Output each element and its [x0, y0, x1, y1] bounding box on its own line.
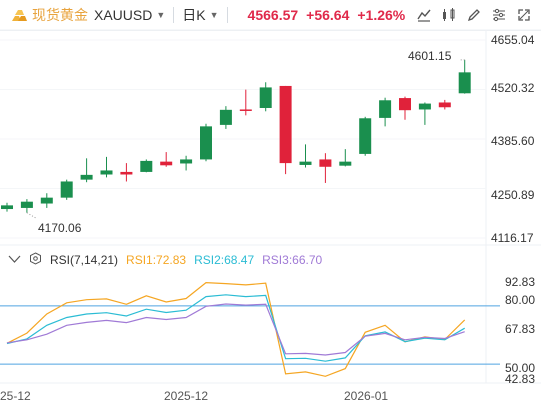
- timeframe-chevron-down-icon[interactable]: ▼: [209, 10, 219, 20]
- indicators-icon[interactable]: [414, 5, 434, 25]
- symbol-code[interactable]: XAUUSD: [94, 7, 153, 23]
- price-tick: 4116.17: [491, 231, 534, 245]
- candle-body: [140, 160, 153, 172]
- candle-body: [1, 205, 13, 210]
- draw-icon[interactable]: [464, 5, 484, 25]
- price-tick: 4385.60: [491, 134, 535, 148]
- high-price-label: 4601.15: [408, 49, 452, 63]
- rsi-line-rsi3: [6, 303, 465, 356]
- candle-body: [200, 126, 212, 160]
- price-tick: 4250.89: [491, 188, 535, 202]
- time-tick: 2025-12: [164, 389, 209, 403]
- candle-body: [40, 197, 53, 204]
- candle-body: [219, 109, 232, 125]
- rsi2-value: RSI2:68.47: [194, 253, 255, 267]
- chevron-down-icon[interactable]: ▼: [156, 10, 166, 20]
- candle-body: [239, 109, 252, 111]
- compare-icon[interactable]: [439, 5, 459, 25]
- settings-icon[interactable]: [489, 5, 509, 25]
- rsi-tick: 42.83: [505, 372, 536, 386]
- candle-body: [160, 161, 173, 166]
- candle-body: [80, 174, 93, 180]
- rsi-tick: 50.00: [505, 361, 536, 375]
- candle-body: [379, 100, 392, 118]
- divider: [226, 7, 228, 23]
- time-tick: 25-12: [0, 389, 31, 403]
- candle-body: [299, 161, 312, 165]
- fullscreen-icon[interactable]: [514, 5, 534, 25]
- candle-body: [339, 161, 352, 166]
- low-price-label: 4170.06: [38, 221, 82, 235]
- candle-body: [279, 85, 292, 164]
- candle-body: [60, 181, 73, 198]
- time-tick: 2026-01: [344, 389, 389, 403]
- candle-body: [458, 72, 471, 94]
- candle-body: [319, 159, 332, 167]
- chart-header: 现货黄金 XAUUSD ▼ 日K ▼ 4566.57 +56.64 +1.26%: [0, 0, 541, 31]
- candle-body: [20, 201, 33, 208]
- last-price: 4566.57: [247, 7, 299, 23]
- price-tick: 4655.04: [491, 33, 535, 47]
- price-tick: 4520.32: [491, 81, 535, 95]
- rsi3-value: RSI3:66.70: [262, 253, 323, 267]
- rsi-title[interactable]: RSI(7,14,21): [50, 253, 119, 267]
- indicator-settings-icon[interactable]: [29, 252, 42, 268]
- candle-body: [180, 159, 193, 164]
- low-marker: [26, 212, 38, 220]
- rsi-tick: 80.00: [505, 293, 536, 307]
- symbol-name[interactable]: 现货黄金: [32, 7, 88, 23]
- rsi-legend: RSI(7,14,21) RSI1:72.83 RSI2:68.47 RSI3:…: [8, 252, 330, 268]
- rsi-line-rsi2: [6, 294, 466, 362]
- price-change-percent: +1.26%: [357, 7, 406, 23]
- candle-body: [120, 171, 133, 175]
- candle-body: [418, 103, 431, 110]
- timeframe-selector[interactable]: 日K: [182, 7, 206, 23]
- rsi-tick: 67.83: [505, 322, 536, 336]
- rsi1-value: RSI1:72.83: [126, 253, 187, 267]
- divider: [173, 7, 175, 23]
- candle-body: [100, 170, 113, 175]
- rsi-line-rsi1: [6, 281, 466, 377]
- candle-body: [399, 98, 411, 111]
- rsi-tick: 92.83: [505, 275, 536, 289]
- hide-eye-icon[interactable]: [8, 253, 21, 267]
- price-change: +56.64: [306, 7, 350, 23]
- candle-body: [359, 118, 372, 154]
- gold-bars-icon: [12, 10, 27, 21]
- candle-body: [259, 87, 272, 108]
- candle-body: [438, 102, 451, 108]
